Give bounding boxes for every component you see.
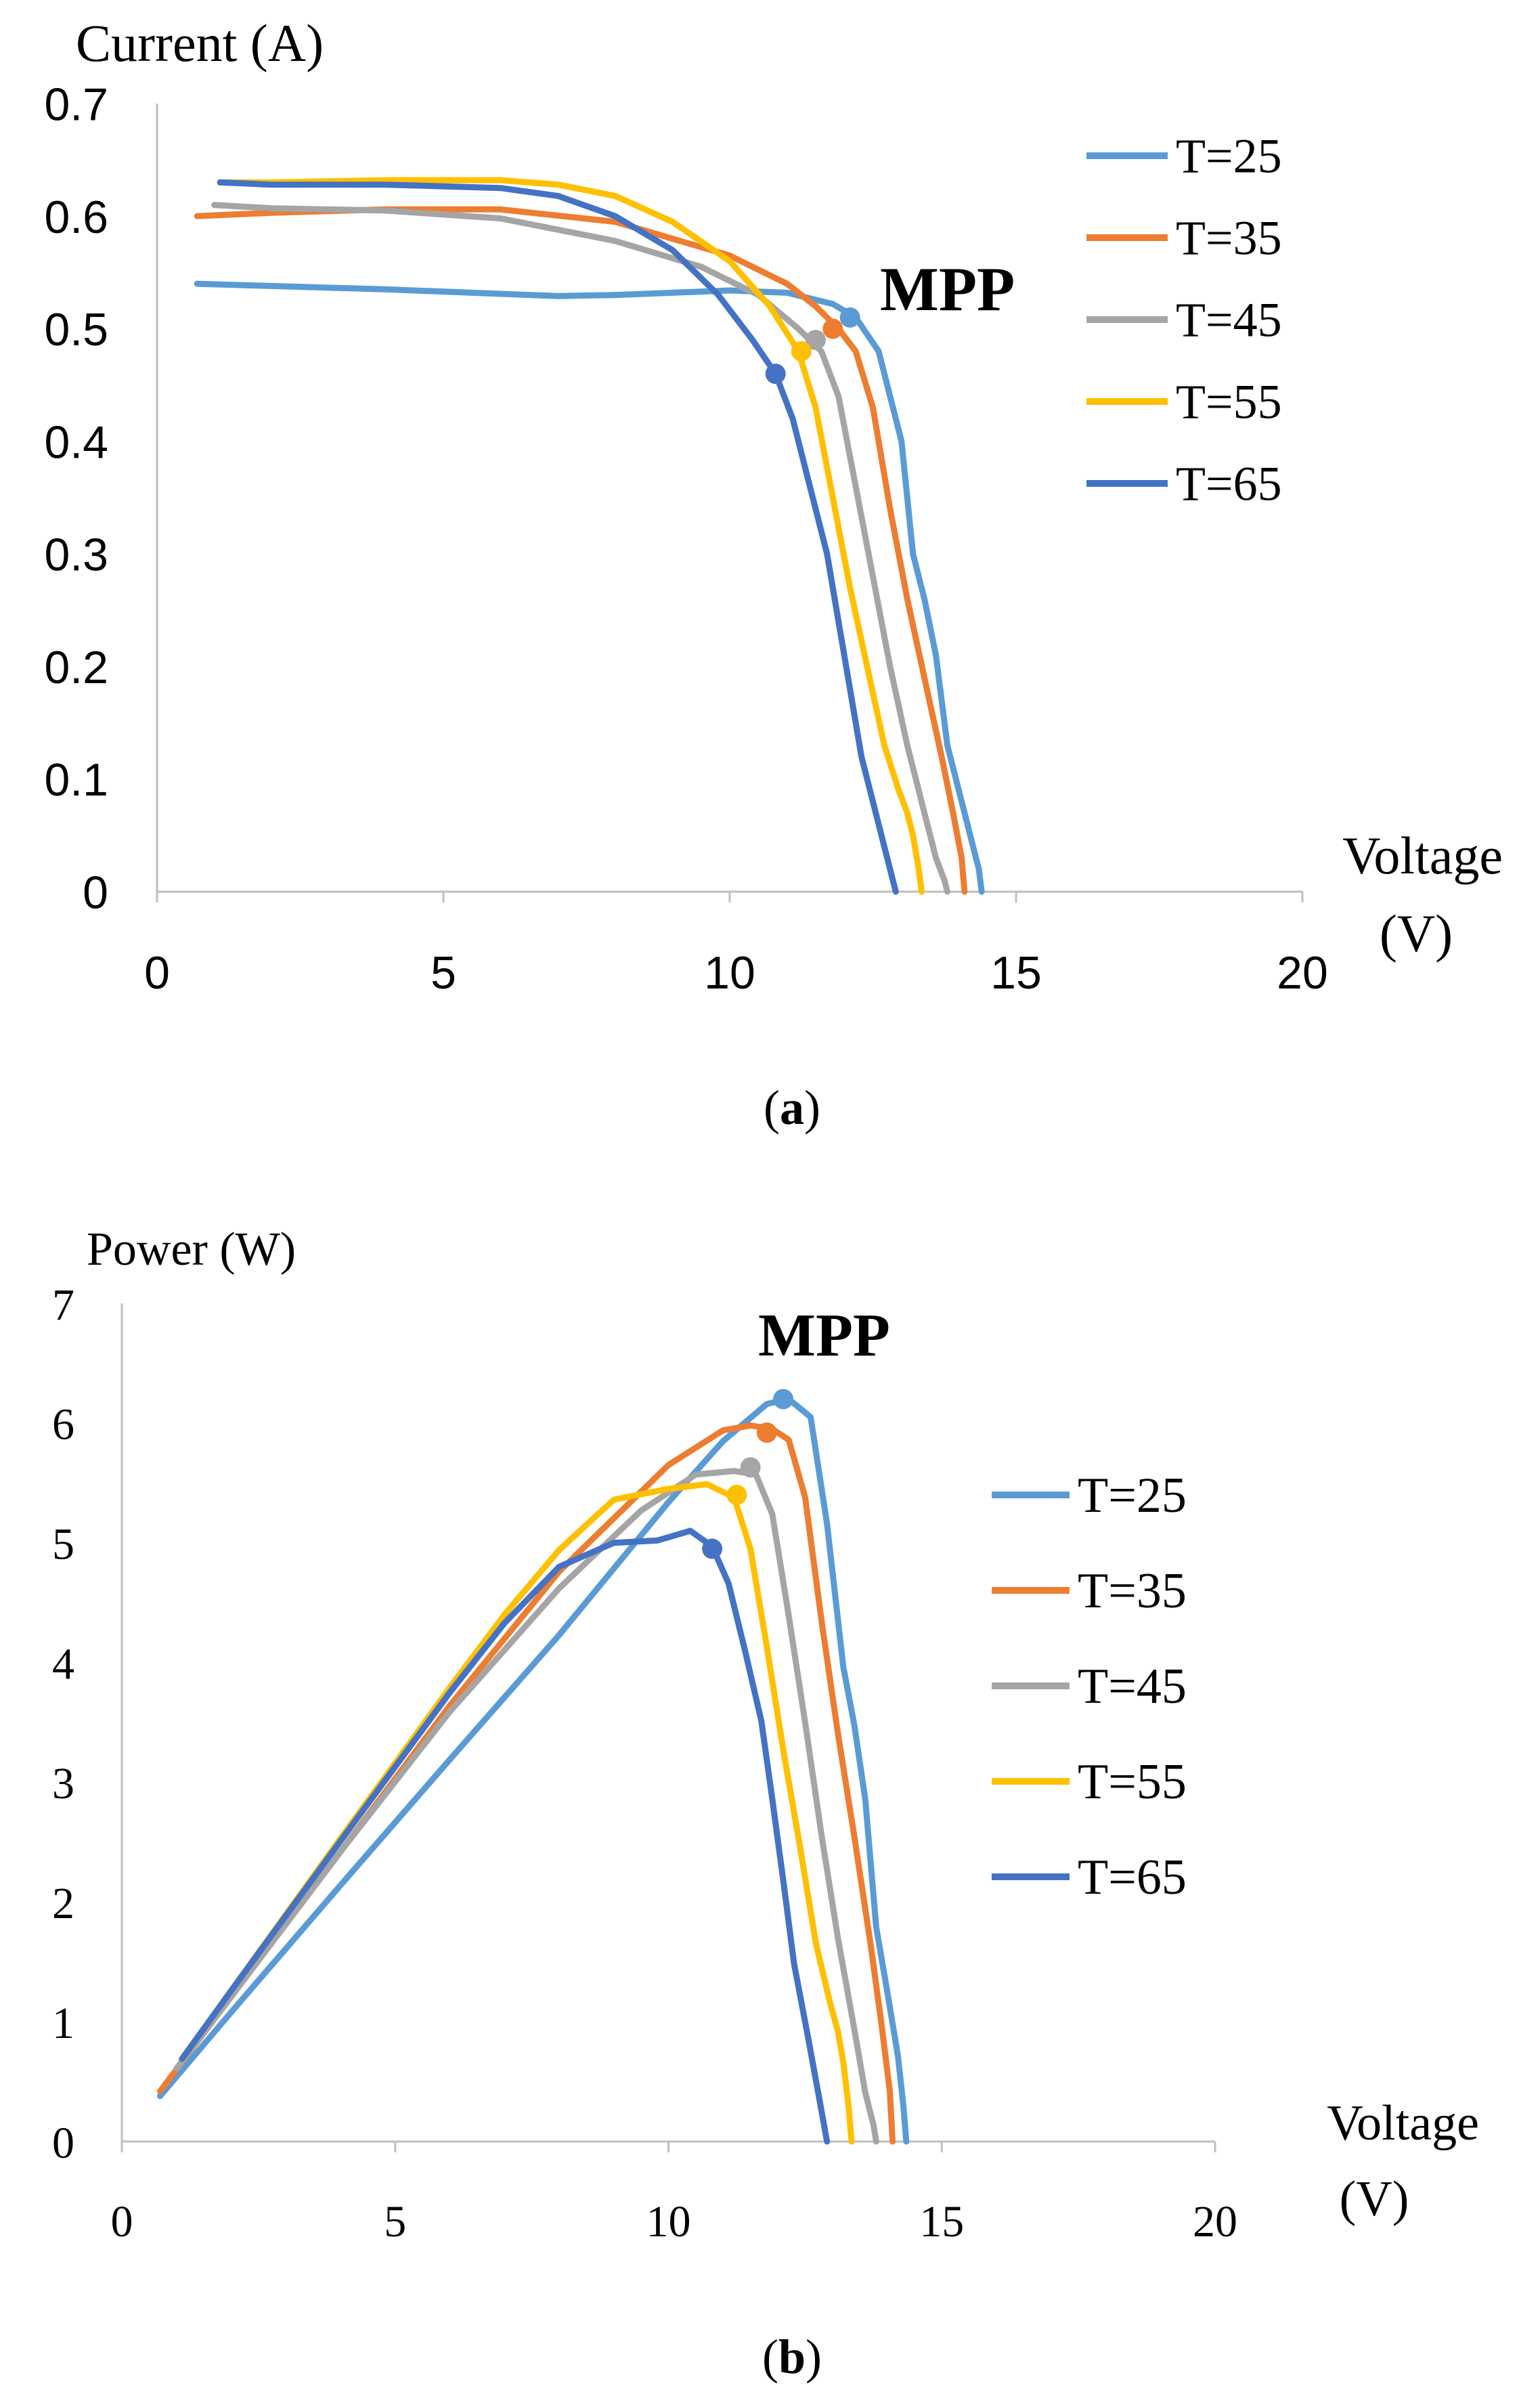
- y-tick-label: 0.3: [44, 529, 108, 581]
- x-tick-label: 0: [111, 2197, 133, 2246]
- mpp-marker-T=55: [791, 341, 812, 362]
- panel-b-label: (b): [762, 2330, 822, 2384]
- x-tick-label: 5: [431, 947, 456, 999]
- x-tick-label: 0: [144, 947, 170, 999]
- legend-label-T=55: T=55: [1078, 1754, 1187, 1810]
- panel-a: Current (A) Voltage (V) MPP (a) 0 5 10 15 20…: [44, 14, 1503, 1135]
- mpp-marker-T=25: [839, 307, 860, 328]
- series-line-T=65: [179, 1527, 831, 2145]
- mpp-annotation: MPP: [758, 1302, 890, 1369]
- legend-label-T=25: T=25: [1078, 1468, 1187, 1523]
- series-line-T=55: [217, 177, 925, 895]
- y-tick-label: 5: [52, 1519, 74, 1569]
- panel-b: Power (W) Voltage (V) MPP (b) 0 5 10 15 2001…: [52, 1223, 1479, 2384]
- series-line-T=65: [217, 179, 899, 895]
- series-line-T=35: [157, 1422, 896, 2145]
- y-tick-label: 0: [83, 867, 108, 918]
- legend-label-T=45: T=45: [1176, 292, 1282, 347]
- series-line-T=35: [194, 206, 968, 895]
- legend-label-T=25: T=25: [1176, 129, 1282, 183]
- mpp-annotation: MPP: [880, 255, 1015, 324]
- legend-label-T=35: T=35: [1176, 211, 1282, 265]
- y-tick-label: 0.6: [44, 192, 108, 243]
- mpp-marker-T=25: [773, 1389, 794, 1410]
- y-tick-label: 2: [52, 1879, 74, 1928]
- x-axis-title-line-2: (V): [1340, 2171, 1409, 2227]
- y-tick-label: 4: [52, 1639, 74, 1689]
- series-line-T=55: [179, 1481, 855, 2145]
- x-tick-label: 15: [990, 947, 1042, 999]
- y-tick-label: 0.2: [44, 642, 108, 693]
- legend-label-T=35: T=35: [1078, 1563, 1187, 1619]
- mpp-marker-T=65: [765, 364, 786, 385]
- mpp-marker-T=65: [702, 1538, 723, 1559]
- legend-label-T=55: T=55: [1176, 374, 1282, 429]
- x-axis-title-line-2: (V): [1380, 904, 1453, 963]
- legend-label-T=65: T=65: [1078, 1850, 1187, 1905]
- y-tick-label: 6: [52, 1400, 74, 1450]
- mpp-marker-T=45: [740, 1457, 761, 1478]
- y-tick-label: 3: [52, 1759, 74, 1808]
- y-tick-label: 0.4: [44, 416, 108, 468]
- y-axis-title: Power (W): [87, 1223, 296, 1276]
- series-line-T=25: [157, 1396, 910, 2145]
- legend-label-T=65: T=65: [1176, 456, 1282, 510]
- x-tick-label: 15: [919, 2197, 964, 2246]
- panel-a-label: (a): [764, 1081, 820, 1135]
- series-line-T=45: [211, 202, 950, 895]
- x-tick-label: 10: [646, 2197, 691, 2246]
- x-axis-title-line-1: Voltage: [1342, 826, 1503, 885]
- mpp-marker-T=35: [756, 1422, 777, 1443]
- y-tick-label: 0.7: [44, 79, 108, 130]
- y-tick-label: 0.5: [44, 304, 108, 355]
- legend-label-T=45: T=45: [1078, 1659, 1187, 1714]
- y-tick-label: 0: [52, 2119, 74, 2168]
- x-axis-title-line-1: Voltage: [1327, 2095, 1479, 2151]
- y-tick-label: 7: [52, 1280, 74, 1330]
- mpp-marker-T=35: [822, 318, 843, 339]
- y-tick-label: 1: [52, 1999, 74, 2048]
- series-line-T=45: [173, 1468, 879, 2145]
- mpp-marker-T=55: [726, 1484, 747, 1505]
- y-tick-label: 0.1: [44, 754, 108, 806]
- y-axis-title: Current (A): [76, 14, 324, 72]
- x-tick-label: 20: [1193, 2197, 1237, 2246]
- mpp-marker-T=45: [805, 330, 826, 351]
- x-tick-label: 5: [384, 2197, 406, 2246]
- x-tick-label: 10: [704, 947, 755, 999]
- x-tick-label: 20: [1277, 947, 1328, 999]
- series-line-T=25: [194, 280, 985, 895]
